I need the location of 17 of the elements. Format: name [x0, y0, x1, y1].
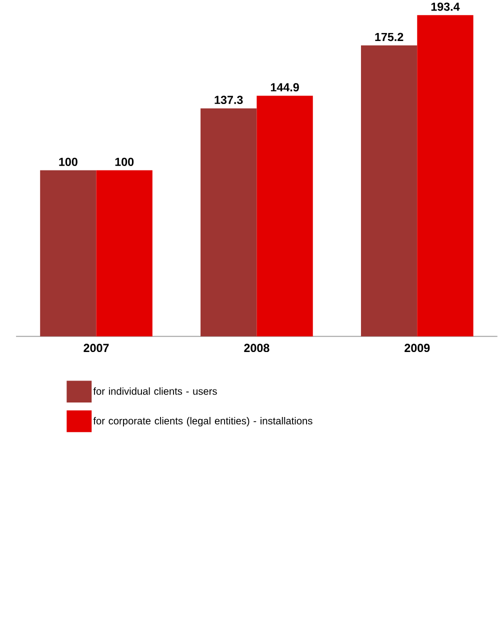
legend-label: for corporate clients (legal entities) - installations — [93, 417, 312, 426]
x-tick-label: 2008 — [244, 344, 270, 352]
data-label: 100 — [59, 158, 78, 166]
bar — [96, 170, 153, 336]
data-label: 100 — [115, 158, 134, 166]
legend-label: for individual clients - users — [93, 387, 217, 395]
data-label: 193.4 — [431, 2, 460, 11]
x-tick-label: 2007 — [84, 344, 109, 352]
bar — [40, 170, 96, 336]
data-label: 144.9 — [271, 83, 300, 92]
bar — [417, 15, 474, 336]
data-label: 137.3 — [214, 96, 243, 104]
bar — [200, 108, 257, 336]
bar — [256, 96, 313, 336]
bar — [361, 45, 418, 336]
x-tick-label: 2009 — [404, 344, 430, 352]
data-label: 175.2 — [375, 32, 404, 42]
